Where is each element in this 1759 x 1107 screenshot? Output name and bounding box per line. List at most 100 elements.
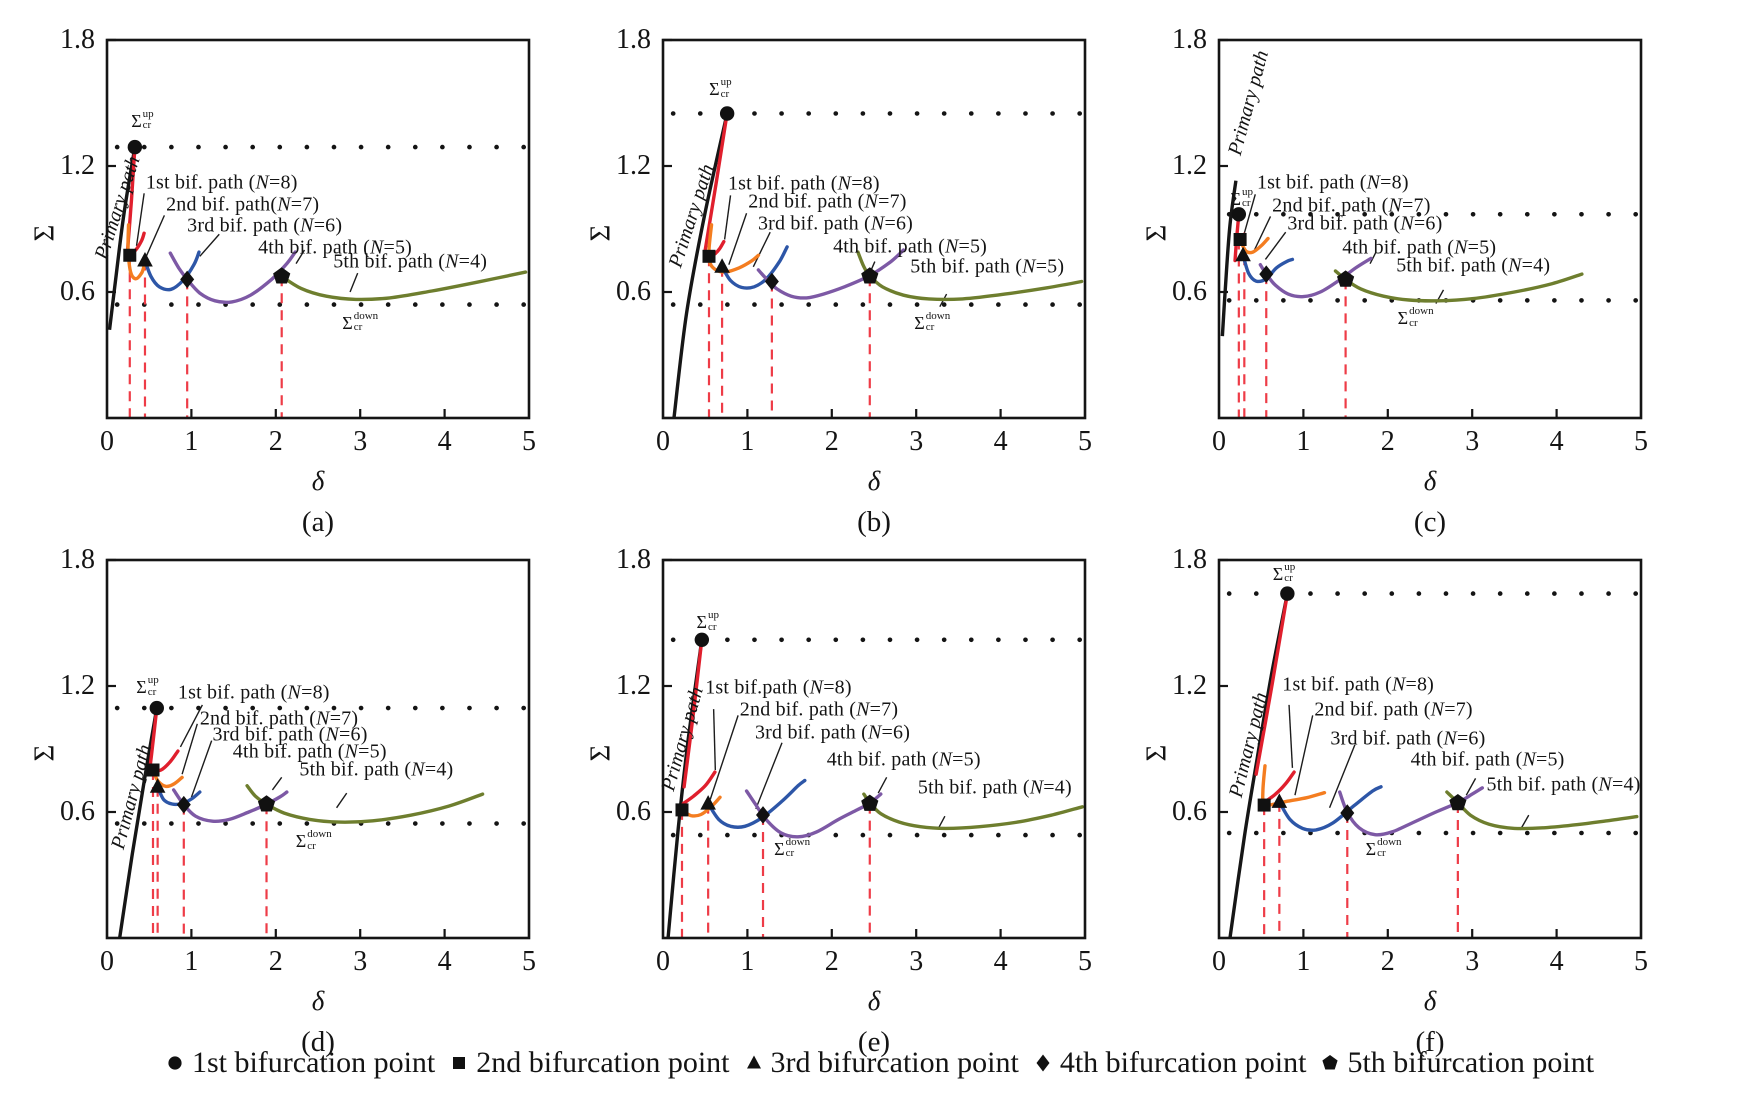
- path-label-first: 1st bif. path (N=8): [145, 171, 298, 194]
- y-tick-label: 1.8: [1172, 24, 1207, 55]
- x-tick-label: 1: [1296, 946, 1311, 977]
- path-label-second: 2nd bif. path (N=7): [1314, 698, 1473, 721]
- subplot-caption: (a): [301, 506, 335, 538]
- subplot-caption: (c): [1413, 506, 1447, 538]
- legend-item-3rd-bifurcation-point: 3rd bifurcation point: [744, 1046, 1019, 1080]
- y-axis-label: Σ: [28, 744, 61, 762]
- legend-item-label: 4th bifurcation point: [1059, 1046, 1307, 1079]
- path-label-first: 1st bif. path (N=8): [177, 681, 330, 704]
- path-label-fourth: 4th bif. path (N=5): [833, 235, 988, 258]
- x-tick-label: 0: [656, 946, 670, 977]
- x-tick-label: 2: [1380, 426, 1395, 457]
- path-label-third: 3rd bif. path (N=6): [1287, 212, 1443, 235]
- plot-canvas: [661, 38, 1087, 420]
- legend-item-label: 5th bifurcation point: [1347, 1046, 1595, 1079]
- circle-marker-icon: [168, 1056, 182, 1070]
- x-tick-label: 4: [1549, 946, 1564, 977]
- y-tick-label: 0.6: [616, 796, 651, 827]
- path-label-fifth: 5th bif. path (N=4): [333, 250, 488, 273]
- x-axis-label: δ: [1423, 986, 1437, 1016]
- legend-item-5th-bifurcation-point: 5th bifurcation point: [1320, 1046, 1594, 1080]
- path-label-second: 2nd bif. path (N=7): [1272, 194, 1431, 217]
- plot-canvas: [105, 558, 531, 940]
- subplot-caption: (d): [301, 1026, 335, 1058]
- triangle-marker-icon: [746, 1055, 761, 1069]
- legend-item-2nd-bifurcation-point: 2nd bifurcation point: [449, 1046, 730, 1080]
- x-tick-label: 5: [1078, 426, 1092, 457]
- x-axis-label: δ: [311, 466, 325, 496]
- path-label-fifth: 5th bif. path (N=5): [910, 255, 1065, 278]
- y-tick-label: 1.8: [1172, 544, 1207, 575]
- x-tick-label: 1: [740, 426, 755, 457]
- x-tick-label: 3: [353, 426, 368, 457]
- x-tick-label: 2: [824, 946, 839, 977]
- path-label-fourth: 4th bif. path (N=5): [232, 740, 387, 763]
- x-tick-label: 4: [993, 426, 1008, 457]
- x-axis-label: δ: [1423, 466, 1437, 496]
- x-tick-label: 1: [184, 426, 199, 457]
- y-tick-label: 1.8: [60, 544, 95, 575]
- plot-canvas: [105, 38, 531, 420]
- y-tick-label: 1.2: [616, 150, 651, 181]
- square-marker-icon: [453, 1057, 466, 1069]
- x-tick-label: 5: [1634, 426, 1648, 457]
- y-tick-label: 1.2: [60, 670, 95, 701]
- y-axis-label: Σ: [28, 224, 61, 242]
- path-label-fifth: 5th bif. path (N=4): [917, 776, 1072, 799]
- plot-canvas: [1217, 558, 1643, 940]
- x-axis-label: δ: [867, 466, 881, 496]
- x-tick-label: 1: [1296, 426, 1311, 457]
- diamond-marker-icon: [1036, 1054, 1050, 1072]
- x-tick-label: 0: [1212, 946, 1226, 977]
- x-tick-label: 3: [909, 946, 924, 977]
- y-tick-label: 1.8: [60, 24, 95, 55]
- path-label-third: 3rd bif. path (N=6): [757, 212, 914, 235]
- y-tick-label: 0.6: [1172, 796, 1207, 827]
- x-axis-label: δ: [867, 986, 881, 1016]
- x-tick-label: 0: [1212, 426, 1226, 457]
- legend-item-4th-bifurcation-point: 4th bifurcation point: [1033, 1046, 1307, 1080]
- x-tick-label: 5: [1634, 946, 1648, 977]
- y-tick-label: 1.2: [1172, 670, 1207, 701]
- y-axis-label: Σ: [584, 744, 617, 762]
- path-label-fifth: 5th bif. path (N=4): [1486, 773, 1641, 796]
- path-label-fourth: 4th bif. path (N=5): [258, 236, 413, 259]
- path-label-second: 2nd bif. path (N=7): [739, 698, 899, 721]
- path-label-first: 1st bif. path (N=8): [1256, 171, 1409, 194]
- x-tick-label: 0: [100, 946, 114, 977]
- path-label-fifth: 5th bif. path (N=4): [1396, 254, 1551, 277]
- subplot-caption: (f): [1415, 1026, 1445, 1058]
- x-tick-label: 5: [1078, 946, 1092, 977]
- figure-legend: 1st bifurcation point 2nd bifurcation po…: [0, 1046, 1759, 1080]
- pentagon-marker-icon: [1322, 1055, 1339, 1070]
- x-tick-label: 1: [740, 946, 755, 977]
- x-tick-label: 4: [1549, 426, 1564, 457]
- path-label-first: 1st bif. path (N=8): [727, 172, 880, 195]
- x-axis-label: δ: [311, 986, 325, 1016]
- path-label-fifth: 5th bif. path (N=4): [299, 758, 454, 781]
- plot-canvas: [661, 558, 1087, 940]
- path-label-second: 2nd bif. path(N=7): [166, 193, 320, 216]
- x-tick-label: 3: [1465, 946, 1480, 977]
- x-tick-label: 0: [656, 426, 670, 457]
- path-label-third: 3rd bif. path (N=6): [187, 214, 343, 237]
- path-label-second: 2nd bif. path (N=7): [199, 707, 359, 730]
- x-tick-label: 2: [1380, 946, 1395, 977]
- x-tick-label: 3: [1465, 426, 1480, 457]
- x-tick-label: 2: [268, 426, 283, 457]
